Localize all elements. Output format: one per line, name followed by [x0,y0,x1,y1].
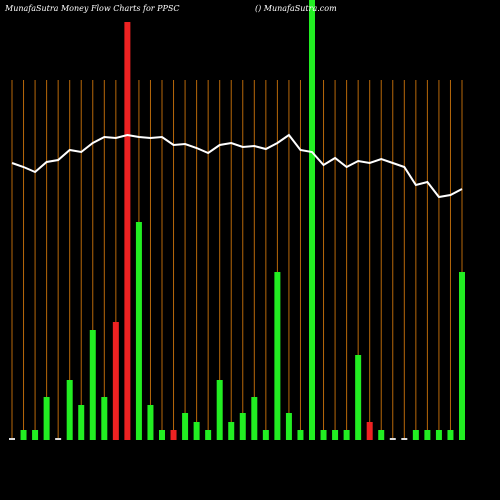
bar [193,422,200,440]
bar [389,438,396,440]
bar [182,413,189,440]
bar [239,413,246,440]
bar [274,272,281,440]
bar [355,355,362,440]
bar [343,430,350,440]
bar [366,422,373,440]
bar [320,430,327,440]
bar [447,430,454,440]
bar [459,272,465,440]
bar [159,430,165,440]
bar [297,430,304,440]
bar [251,397,258,440]
bar [378,430,385,440]
chart-subtitle: () MunafaSutra.com [255,4,337,13]
bar [435,430,442,440]
bar [170,430,177,440]
bar [205,430,212,440]
bar [20,430,27,440]
bar [216,380,223,440]
bar [66,380,73,440]
bar [147,405,154,440]
bar [32,430,39,440]
grid [11,80,463,440]
bar [89,330,96,440]
bars [9,0,465,440]
bar [228,422,235,440]
bar [55,438,62,440]
bar [78,405,85,440]
bar [332,430,339,440]
bar [112,322,119,440]
bar [43,397,50,440]
bar [262,430,269,440]
bar [401,438,408,440]
bar [101,397,108,440]
bar [285,413,292,440]
chart-title: MunafaSutra Money Flow Charts for PPSC [4,4,180,13]
bar [412,430,419,440]
bar [424,430,431,440]
bar [135,222,142,440]
bar [9,438,15,440]
money-flow-line [11,133,463,199]
bar [124,22,131,440]
bar [309,0,315,440]
